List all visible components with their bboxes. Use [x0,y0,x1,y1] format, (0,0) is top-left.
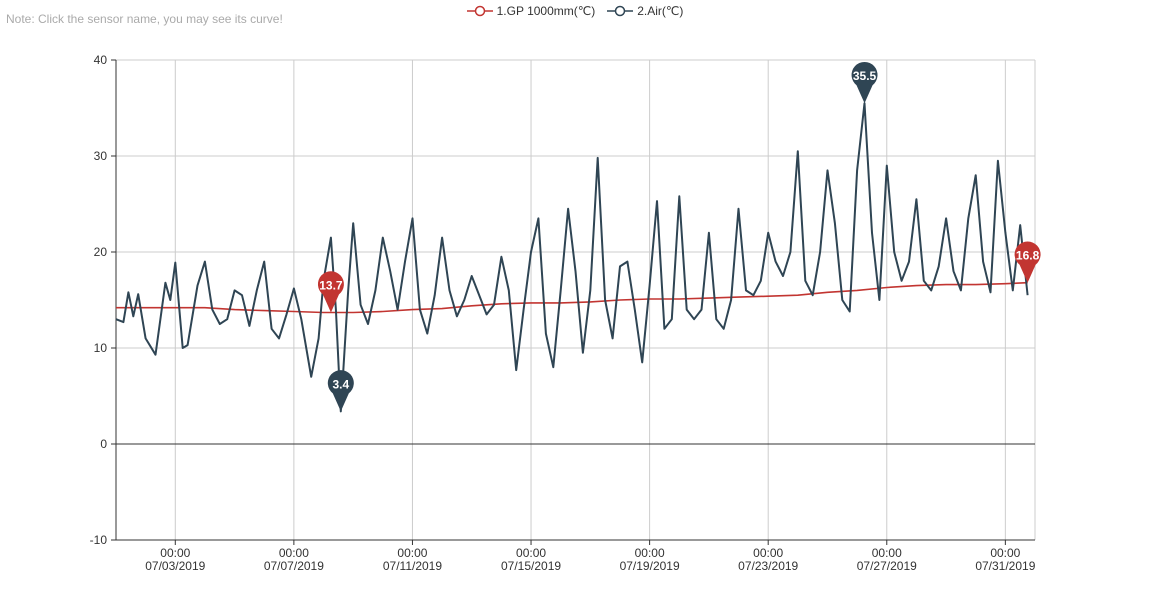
x-tick-label-time: 00:00 [279,546,309,560]
legend-label-air: 2.Air(℃) [637,4,684,18]
legend-line-circle-icon [466,5,493,17]
marker-pin-shape [317,271,344,313]
y-tick-label: 10 [94,341,108,355]
x-tick-label: 00:00 07/19/2019 [620,546,680,573]
x-tick-label-date: 07/23/2019 [738,559,798,573]
legend-line-circle-icon [607,5,634,17]
x-tick-label-date: 07/15/2019 [501,559,561,573]
x-tick-label-date: 07/03/2019 [145,559,205,573]
y-tick-label: 30 [94,149,108,163]
marker-pin-shape [1014,241,1041,283]
marker-pin: 13.7 [317,271,344,313]
x-tick-label-date: 07/19/2019 [620,559,680,573]
x-tick-label: 00:00 07/27/2019 [857,546,917,573]
y-tick-label: 40 [94,53,108,67]
x-tick-label: 00:00 07/23/2019 [738,546,798,573]
marker-pin-shape [851,61,878,104]
marker-pin: 35.5 [851,61,878,104]
series-line-air [115,102,1029,413]
x-tick-label-time: 00:00 [635,546,665,560]
x-tick-label-time: 00:00 [753,546,783,560]
x-tick-label: 00:00 07/31/2019 [975,546,1035,573]
marker-pin-label: 16.8 [1016,249,1040,263]
marker-pin-label: 35.5 [853,69,877,83]
x-tick-label-time: 00:00 [516,546,546,560]
x-tick-label-date: 07/31/2019 [975,559,1035,573]
series-lines [115,102,1029,413]
y-tick-label: 20 [94,245,108,259]
x-tick-label: 00:00 07/15/2019 [501,546,561,573]
legend-item-gp-1000mm[interactable]: 1.GP 1000mm(℃) [466,4,596,18]
legend: 1.GP 1000mm(℃) 2.Air(℃) [0,2,1150,20]
y-tick-label: 0 [100,437,107,451]
x-tick-label-date: 07/11/2019 [383,559,442,573]
marker-pin-label: 3.4 [332,377,349,391]
x-tick-label: 00:00 07/07/2019 [264,546,324,573]
x-tick-label: 00:00 07/11/2019 [383,546,442,573]
x-tick-label: 00:00 07/03/2019 [145,546,205,573]
x-tick-label-time: 00:00 [872,546,902,560]
x-tick-label-time: 00:00 [397,546,427,560]
marker-pins: 13.7 16.8 3.4 35.5 [317,61,1041,412]
chart-note: Note: Click the sensor name, you may see… [6,12,283,26]
marker-pin: 16.8 [1014,241,1041,283]
grid [116,59,1036,540]
marker-pin: 3.4 [327,370,354,412]
legend-label-gp-1000mm: 1.GP 1000mm(℃) [496,4,596,18]
x-tick-label-date: 07/27/2019 [857,559,917,573]
y-tick-label: -10 [90,533,108,547]
x-tick-label-time: 00:00 [160,546,190,560]
marker-pin-shape [327,370,354,412]
marker-pin-label: 13.7 [319,278,343,292]
x-tick-label-time: 00:00 [990,546,1020,560]
x-tick-label-date: 07/07/2019 [264,559,324,573]
legend-item-air[interactable]: 2.Air(℃) [607,4,683,18]
